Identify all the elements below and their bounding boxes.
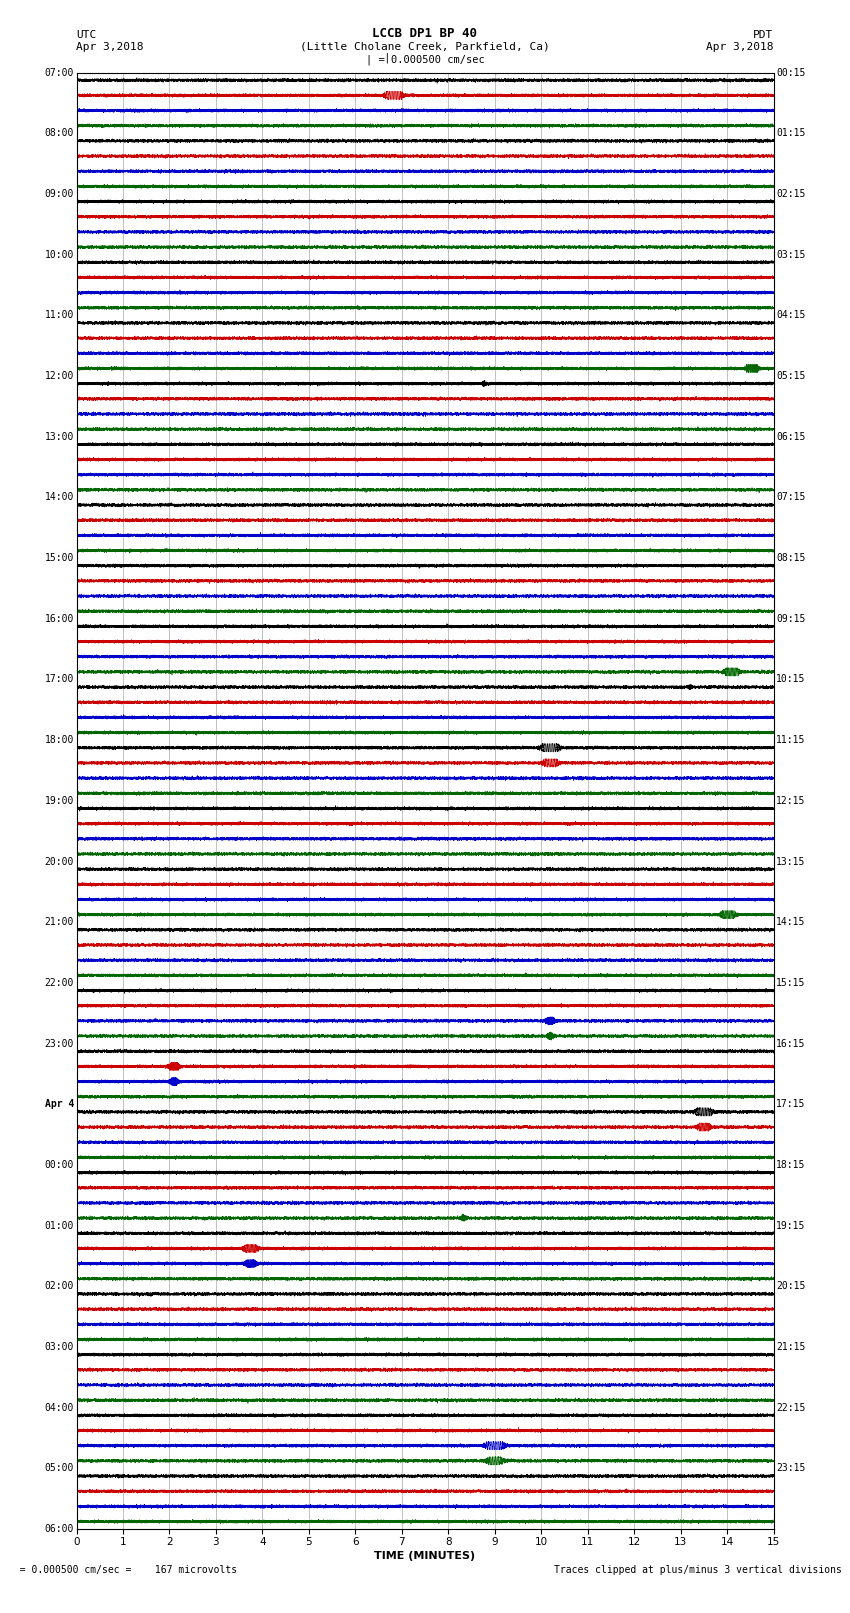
Text: |: | bbox=[383, 52, 390, 63]
Text: 11:00: 11:00 bbox=[44, 310, 74, 321]
Text: PDT: PDT bbox=[753, 29, 774, 39]
Text: 21:00: 21:00 bbox=[44, 918, 74, 927]
Text: 09:15: 09:15 bbox=[776, 615, 806, 624]
Text: 02:00: 02:00 bbox=[44, 1281, 74, 1292]
Text: 16:00: 16:00 bbox=[44, 615, 74, 624]
Text: 18:00: 18:00 bbox=[44, 736, 74, 745]
Text: 23:15: 23:15 bbox=[776, 1463, 806, 1473]
Text: Apr 3,2018: Apr 3,2018 bbox=[76, 42, 144, 52]
Text: 00:00: 00:00 bbox=[44, 1160, 74, 1169]
Text: 18:15: 18:15 bbox=[776, 1160, 806, 1169]
Text: 15:00: 15:00 bbox=[44, 553, 74, 563]
Text: 03:15: 03:15 bbox=[776, 250, 806, 260]
Text: Traces clipped at plus/minus 3 vertical divisions: Traces clipped at plus/minus 3 vertical … bbox=[553, 1565, 842, 1574]
Text: 23:00: 23:00 bbox=[44, 1039, 74, 1048]
Text: 19:00: 19:00 bbox=[44, 795, 74, 806]
Text: 09:00: 09:00 bbox=[44, 189, 74, 198]
Text: 17:00: 17:00 bbox=[44, 674, 74, 684]
Text: 13:00: 13:00 bbox=[44, 432, 74, 442]
Text: 06:15: 06:15 bbox=[776, 432, 806, 442]
Text: 20:00: 20:00 bbox=[44, 857, 74, 866]
Text: 08:00: 08:00 bbox=[44, 129, 74, 139]
Text: 19:15: 19:15 bbox=[776, 1221, 806, 1231]
Text: 15:15: 15:15 bbox=[776, 977, 806, 987]
Text: 14:00: 14:00 bbox=[44, 492, 74, 502]
Text: 11:15: 11:15 bbox=[776, 736, 806, 745]
Text: 21:15: 21:15 bbox=[776, 1342, 806, 1352]
Text: 05:15: 05:15 bbox=[776, 371, 806, 381]
Text: 02:15: 02:15 bbox=[776, 189, 806, 198]
Text: 07:00: 07:00 bbox=[44, 68, 74, 77]
Text: 22:00: 22:00 bbox=[44, 977, 74, 987]
Text: Apr 4: Apr 4 bbox=[44, 1100, 74, 1110]
X-axis label: TIME (MINUTES): TIME (MINUTES) bbox=[375, 1552, 475, 1561]
Text: | = 0.000500 cm/sec: | = 0.000500 cm/sec bbox=[366, 53, 484, 65]
Text: 10:00: 10:00 bbox=[44, 250, 74, 260]
Text: 16:15: 16:15 bbox=[776, 1039, 806, 1048]
Text: 01:00: 01:00 bbox=[44, 1221, 74, 1231]
Text: 12:00: 12:00 bbox=[44, 371, 74, 381]
Text: 20:15: 20:15 bbox=[776, 1281, 806, 1292]
Text: 00:15: 00:15 bbox=[776, 68, 806, 77]
Text: (Little Cholane Creek, Parkfield, Ca): (Little Cholane Creek, Parkfield, Ca) bbox=[300, 42, 550, 52]
Text: 17:15: 17:15 bbox=[776, 1100, 806, 1110]
Text: 06:00: 06:00 bbox=[44, 1524, 74, 1534]
Text: 04:15: 04:15 bbox=[776, 310, 806, 321]
Text: 07:15: 07:15 bbox=[776, 492, 806, 502]
Text: UTC: UTC bbox=[76, 29, 97, 39]
Text: 14:15: 14:15 bbox=[776, 918, 806, 927]
Text: 05:00: 05:00 bbox=[44, 1463, 74, 1473]
Text: 22:15: 22:15 bbox=[776, 1403, 806, 1413]
Text: 13:15: 13:15 bbox=[776, 857, 806, 866]
Text: 04:00: 04:00 bbox=[44, 1403, 74, 1413]
Text: 03:00: 03:00 bbox=[44, 1342, 74, 1352]
Text: = 0.000500 cm/sec =    167 microvolts: = 0.000500 cm/sec = 167 microvolts bbox=[8, 1565, 238, 1574]
Text: 01:15: 01:15 bbox=[776, 129, 806, 139]
Text: 12:15: 12:15 bbox=[776, 795, 806, 806]
Text: 10:15: 10:15 bbox=[776, 674, 806, 684]
Text: 08:15: 08:15 bbox=[776, 553, 806, 563]
Text: Apr 3,2018: Apr 3,2018 bbox=[706, 42, 774, 52]
Text: LCCB DP1 BP 40: LCCB DP1 BP 40 bbox=[372, 26, 478, 39]
